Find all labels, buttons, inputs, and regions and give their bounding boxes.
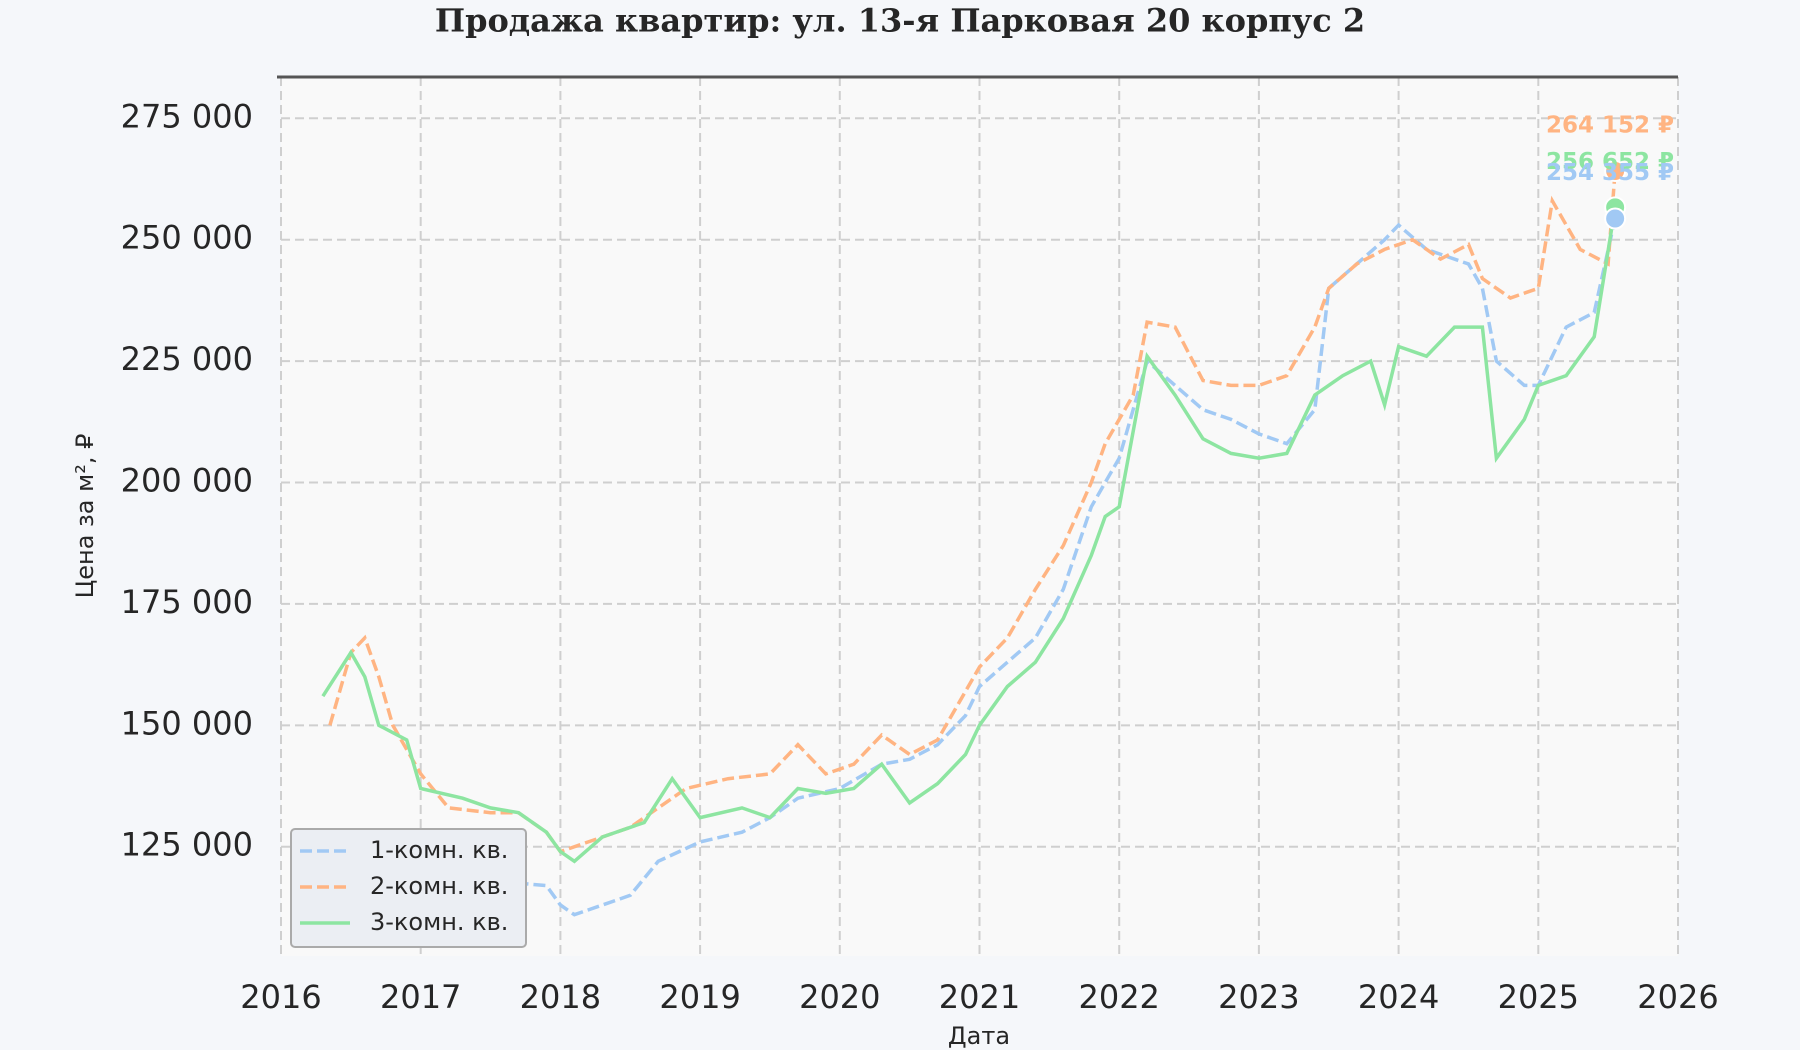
- x-tick-label: 2023: [1218, 978, 1299, 1016]
- x-tick-label: 2021: [939, 978, 1020, 1016]
- annotation: 254 355 ₽: [1546, 160, 1674, 186]
- chart-title: Продажа квартир: ул. 13-я Парковая 20 ко…: [435, 2, 1365, 40]
- x-tick-label: 2019: [659, 978, 740, 1016]
- x-tick-label: 2026: [1637, 978, 1718, 1016]
- x-tick-label: 2020: [799, 978, 880, 1016]
- series-line: [328, 170, 1617, 854]
- series-line: [336, 218, 1617, 917]
- series-line: [321, 207, 1617, 864]
- x-tick-label: 2017: [380, 978, 461, 1016]
- annotation: 256 652 ₽: [1546, 149, 1674, 175]
- end-marker: [1604, 207, 1627, 230]
- x-tick-label: 2022: [1078, 978, 1159, 1016]
- x-axis-label: Дата: [948, 1022, 1010, 1050]
- x-tick-label: 2025: [1498, 978, 1579, 1016]
- legend-label: 1-комн. кв.: [370, 836, 508, 864]
- legend-label: 2-комн. кв.: [370, 872, 508, 900]
- y-axis-label: Цена за м², ₽: [71, 434, 99, 599]
- legend: 1-комн. кв. 2-комн. кв. 3-комн. кв.: [290, 828, 527, 948]
- y-tick-label: 175 000: [121, 583, 253, 621]
- y-tick-label: 275 000: [121, 97, 253, 135]
- legend-box: [290, 828, 527, 948]
- end-marker: [1604, 159, 1627, 182]
- x-tick-label: 2018: [520, 978, 601, 1016]
- x-tick-label: 2016: [240, 978, 321, 1016]
- y-tick-label: 125 000: [121, 826, 253, 864]
- legend-label: 3-комн. кв.: [370, 908, 508, 936]
- y-tick-label: 250 000: [121, 219, 253, 257]
- annotation: 264 152 ₽: [1546, 112, 1674, 138]
- x-tick-label: 2024: [1358, 978, 1439, 1016]
- y-tick-label: 200 000: [121, 462, 253, 500]
- y-tick-label: 150 000: [121, 704, 253, 742]
- y-tick-label: 225 000: [121, 340, 253, 378]
